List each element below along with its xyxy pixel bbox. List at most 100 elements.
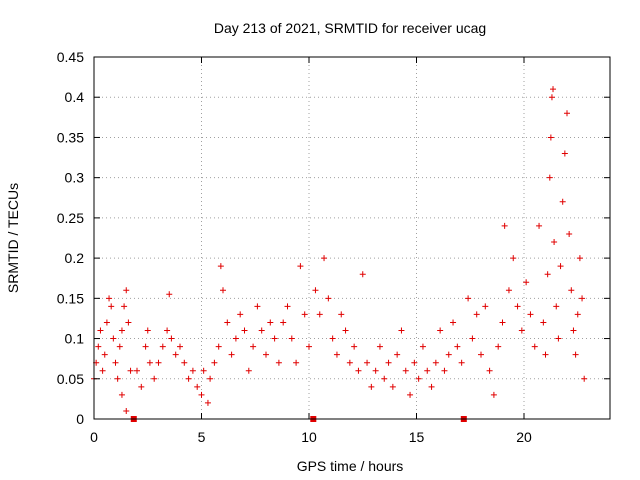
data-point [551,239,558,246]
data-point [505,287,512,294]
data-point [454,343,461,350]
data-point [495,343,502,350]
data-point [544,271,551,278]
data-point [138,383,145,390]
data-point [241,327,248,334]
data-point [555,335,562,342]
data-point [103,319,110,326]
data-point [338,311,345,318]
data-point [523,279,530,286]
data-point [142,343,149,350]
x-axis-label: GPS time / hours [297,458,404,474]
data-point [402,367,409,374]
data-point [267,319,274,326]
data-point [125,319,132,326]
data-point [437,327,444,334]
data-point [518,327,525,334]
data-point [490,391,497,398]
data-point [419,343,426,350]
data-point [574,311,581,318]
y-tick-label: 0.2 [65,250,85,266]
data-point [329,335,336,342]
data-point [284,303,291,310]
plot-frame [93,56,611,420]
data-point [297,263,304,270]
data-point [570,327,577,334]
data-point [204,399,211,406]
x-tick-label: 20 [516,429,532,445]
data-point [215,343,222,350]
data-point [333,351,340,358]
data-point [177,343,183,350]
y-axis-ticks: 0 0.05 0.1 0.15 0.2 0.25 0.3 0.35 0.4 0.45 [57,49,610,427]
data-point [321,255,328,262]
data-point [280,319,287,326]
data-point [164,327,171,334]
data-point [211,359,218,366]
data-point [424,367,431,374]
data-point [110,335,117,342]
data-point [123,287,130,294]
data-point [499,319,506,326]
data-point [224,319,231,326]
data-point [486,367,493,374]
data-point [185,375,192,382]
data-point [368,383,375,390]
data-point [561,150,568,157]
data-point [237,311,244,318]
data-point [250,343,257,350]
data-point [441,367,448,374]
y-tick-label: 0.05 [57,371,84,387]
data-point [359,271,366,278]
data-point [118,391,125,398]
data-point [159,343,166,350]
data-point [568,287,575,294]
data-point [275,359,282,366]
data-point [531,343,538,350]
data-point [566,230,573,237]
data-point [127,367,134,374]
data-point [450,319,457,326]
data-point [200,367,207,374]
data-point [220,287,226,294]
data-point [514,303,521,310]
data-point [114,375,121,382]
x-tick-label: 10 [301,429,317,445]
data-point [146,359,153,366]
data-point [372,367,379,374]
data-point [293,359,300,366]
data-point [121,303,128,310]
data-point [217,263,224,270]
data-point [106,295,113,302]
data-point [155,359,162,366]
data-point [445,351,452,358]
y-tick-label: 0.3 [65,170,85,186]
data-point [355,367,362,374]
data-point [473,311,480,318]
data-point [351,343,358,350]
data-point [346,359,353,366]
data-point [245,367,252,374]
data-point [108,303,115,310]
data-point [101,351,108,358]
data-point [144,327,151,334]
data-point [389,383,396,390]
data-point [579,295,586,302]
data-point [263,351,269,358]
x-tick-label: 15 [409,429,425,445]
data-point [458,359,465,366]
data-point [540,319,547,326]
data-point [134,367,140,374]
data-point [553,303,560,310]
x-tick-label: 5 [198,429,206,445]
data-point [385,359,392,366]
data-point [510,255,517,262]
data-point [325,295,332,302]
data-point [428,383,435,390]
data-point [547,134,554,141]
data-point [465,295,472,302]
data-point [415,375,422,382]
data-point [258,327,265,334]
y-tick-label: 0.25 [57,210,84,226]
